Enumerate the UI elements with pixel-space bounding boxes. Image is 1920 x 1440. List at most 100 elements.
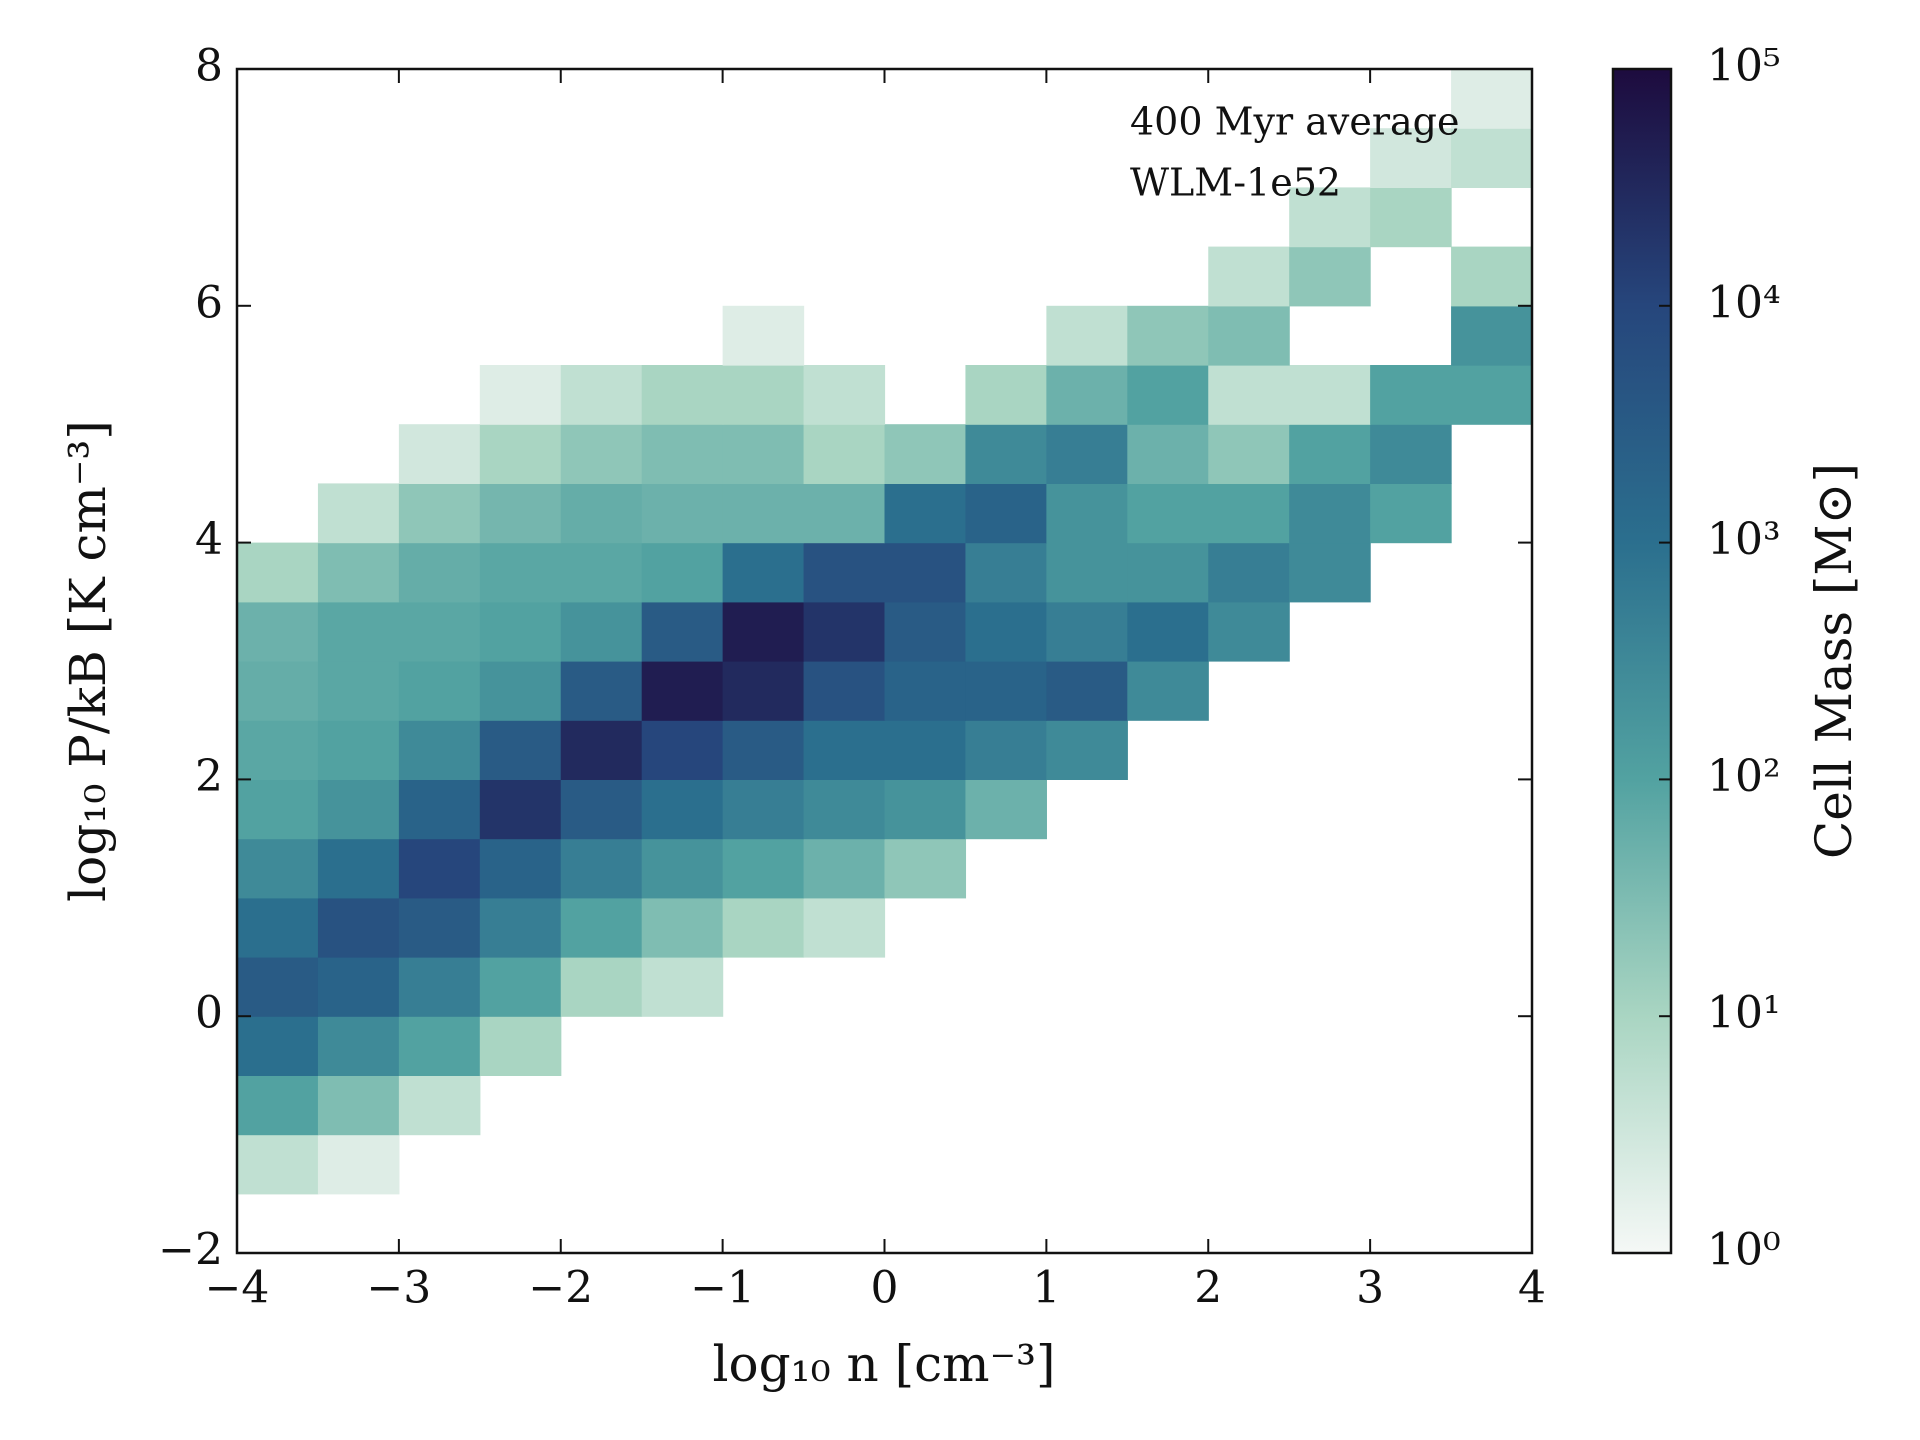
heatmap-cell: [1127, 542, 1209, 603]
heatmap-cell: [722, 424, 805, 484]
heatmap-cell: [237, 1134, 319, 1195]
heatmap-cell: [398, 957, 481, 1017]
heatmap-cell: [479, 483, 562, 544]
heatmap-cell: [237, 838, 319, 899]
heatmap-cell: [1370, 187, 1452, 248]
heatmap-cell: [317, 897, 400, 958]
heatmap-cell: [1046, 483, 1128, 544]
colorbar-frame: [1611, 67, 1673, 1255]
heatmap-cell: [1127, 365, 1209, 425]
heatmap-cell: [1046, 601, 1128, 662]
heatmap-cell: [317, 957, 400, 1017]
x-tick-label: −3: [366, 1263, 431, 1314]
heatmap-cell: [398, 661, 481, 721]
heatmap-cell: [1208, 483, 1290, 544]
colorbar-tick-label: 10⁴: [1707, 277, 1781, 328]
heatmap-cell: [1451, 305, 1533, 366]
heatmap-cell: [965, 779, 1047, 840]
heatmap-cell: [722, 483, 805, 544]
heatmap-cell: [884, 542, 967, 603]
heatmap-cell: [398, 483, 481, 544]
heatmap-cell: [641, 601, 724, 662]
heatmap-cell: [479, 661, 562, 721]
heatmap-cell: [641, 424, 724, 484]
heatmap-cell: [479, 365, 562, 425]
heatmap-cell: [722, 365, 805, 425]
heatmap-cell: [560, 424, 643, 484]
heatmap-cell: [1289, 187, 1371, 248]
heatmap-cell: [722, 542, 805, 603]
heatmap-cell: [1046, 305, 1128, 366]
heatmap-cell: [641, 957, 724, 1017]
heatmap-cell: [237, 661, 319, 721]
heatmap-cell: [398, 601, 481, 662]
heatmap-cell: [641, 720, 724, 780]
heatmap-cell: [560, 897, 643, 958]
heatmap-cell: [641, 661, 724, 721]
colorbar-tick-label: 10⁵: [1707, 41, 1781, 92]
heatmap-cell: [317, 661, 400, 721]
heatmap-cell: [965, 720, 1047, 780]
heatmap-cell: [317, 483, 400, 544]
heatmap-cell: [1127, 483, 1209, 544]
heatmap-cell: [1046, 365, 1128, 425]
heatmap-cell: [884, 720, 967, 780]
heatmap-cell: [1208, 305, 1290, 366]
heatmap-cell: [1451, 69, 1533, 129]
heatmap-cell: [317, 601, 400, 662]
heatmap-cell: [641, 365, 724, 425]
heatmap-cell: [398, 542, 481, 603]
heatmap-cell: [1289, 365, 1371, 425]
annotation: WLM-1e52: [1130, 161, 1341, 205]
heatmap-cell: [398, 424, 481, 484]
heatmap-cell: [1208, 365, 1290, 425]
heatmap-cell: [560, 601, 643, 662]
x-tick-label: −4: [205, 1263, 270, 1314]
heatmap-cell: [398, 779, 481, 840]
colorbar-tick-label: 10³: [1707, 514, 1781, 565]
heatmap-cell: [479, 779, 562, 840]
heatmap-cell: [1370, 483, 1452, 544]
heatmap-cell: [803, 365, 886, 425]
heatmap-cell: [803, 601, 886, 662]
heatmap-cell: [237, 601, 319, 662]
heatmap-cell: [1208, 424, 1290, 484]
heatmap-cell: [1208, 246, 1290, 307]
heatmap-cell: [884, 661, 967, 721]
heatmap-cell: [722, 720, 805, 780]
heatmap-cell: [803, 779, 886, 840]
heatmap-cell: [317, 1134, 400, 1195]
heatmap-cell: [317, 1075, 400, 1136]
heatmap-cell: [884, 483, 967, 544]
heatmap-cell: [803, 897, 886, 958]
y-tick-label: 6: [195, 277, 223, 328]
y-tick-label: 4: [195, 514, 223, 565]
x-tick-label: 3: [1356, 1263, 1384, 1314]
heatmap-cell: [1289, 424, 1371, 484]
heatmap-cell: [1208, 542, 1290, 603]
heatmap-cell: [965, 542, 1047, 603]
annotation: 400 Myr average: [1130, 100, 1459, 144]
heatmap-cell: [398, 1016, 481, 1076]
heatmap-cell: [1127, 661, 1209, 721]
heatmap-cell: [1127, 305, 1209, 366]
heatmap-cell: [398, 897, 481, 958]
heatmap-cell: [237, 779, 319, 840]
heatmap-cell: [479, 542, 562, 603]
x-tick-label: −2: [528, 1263, 593, 1314]
heatmap-cell: [722, 601, 805, 662]
heatmap-cell: [965, 483, 1047, 544]
heatmap-cell: [317, 720, 400, 780]
y-axis-label: log₁₀ P/kB [K cm⁻³]: [59, 420, 117, 902]
heatmap-cell: [884, 424, 967, 484]
x-axis-label: log₁₀ n [cm⁻³]: [712, 1335, 1055, 1393]
heatmap-cell: [641, 542, 724, 603]
heatmap-cell: [1046, 720, 1128, 780]
heatmap-cell: [479, 838, 562, 899]
heatmap-cell: [479, 424, 562, 484]
x-tick-label: 1: [1032, 1263, 1060, 1314]
colorbar-tick-label: 10⁰: [1707, 1225, 1781, 1276]
heatmap-cell: [803, 424, 886, 484]
heatmap-cell: [1451, 365, 1533, 425]
